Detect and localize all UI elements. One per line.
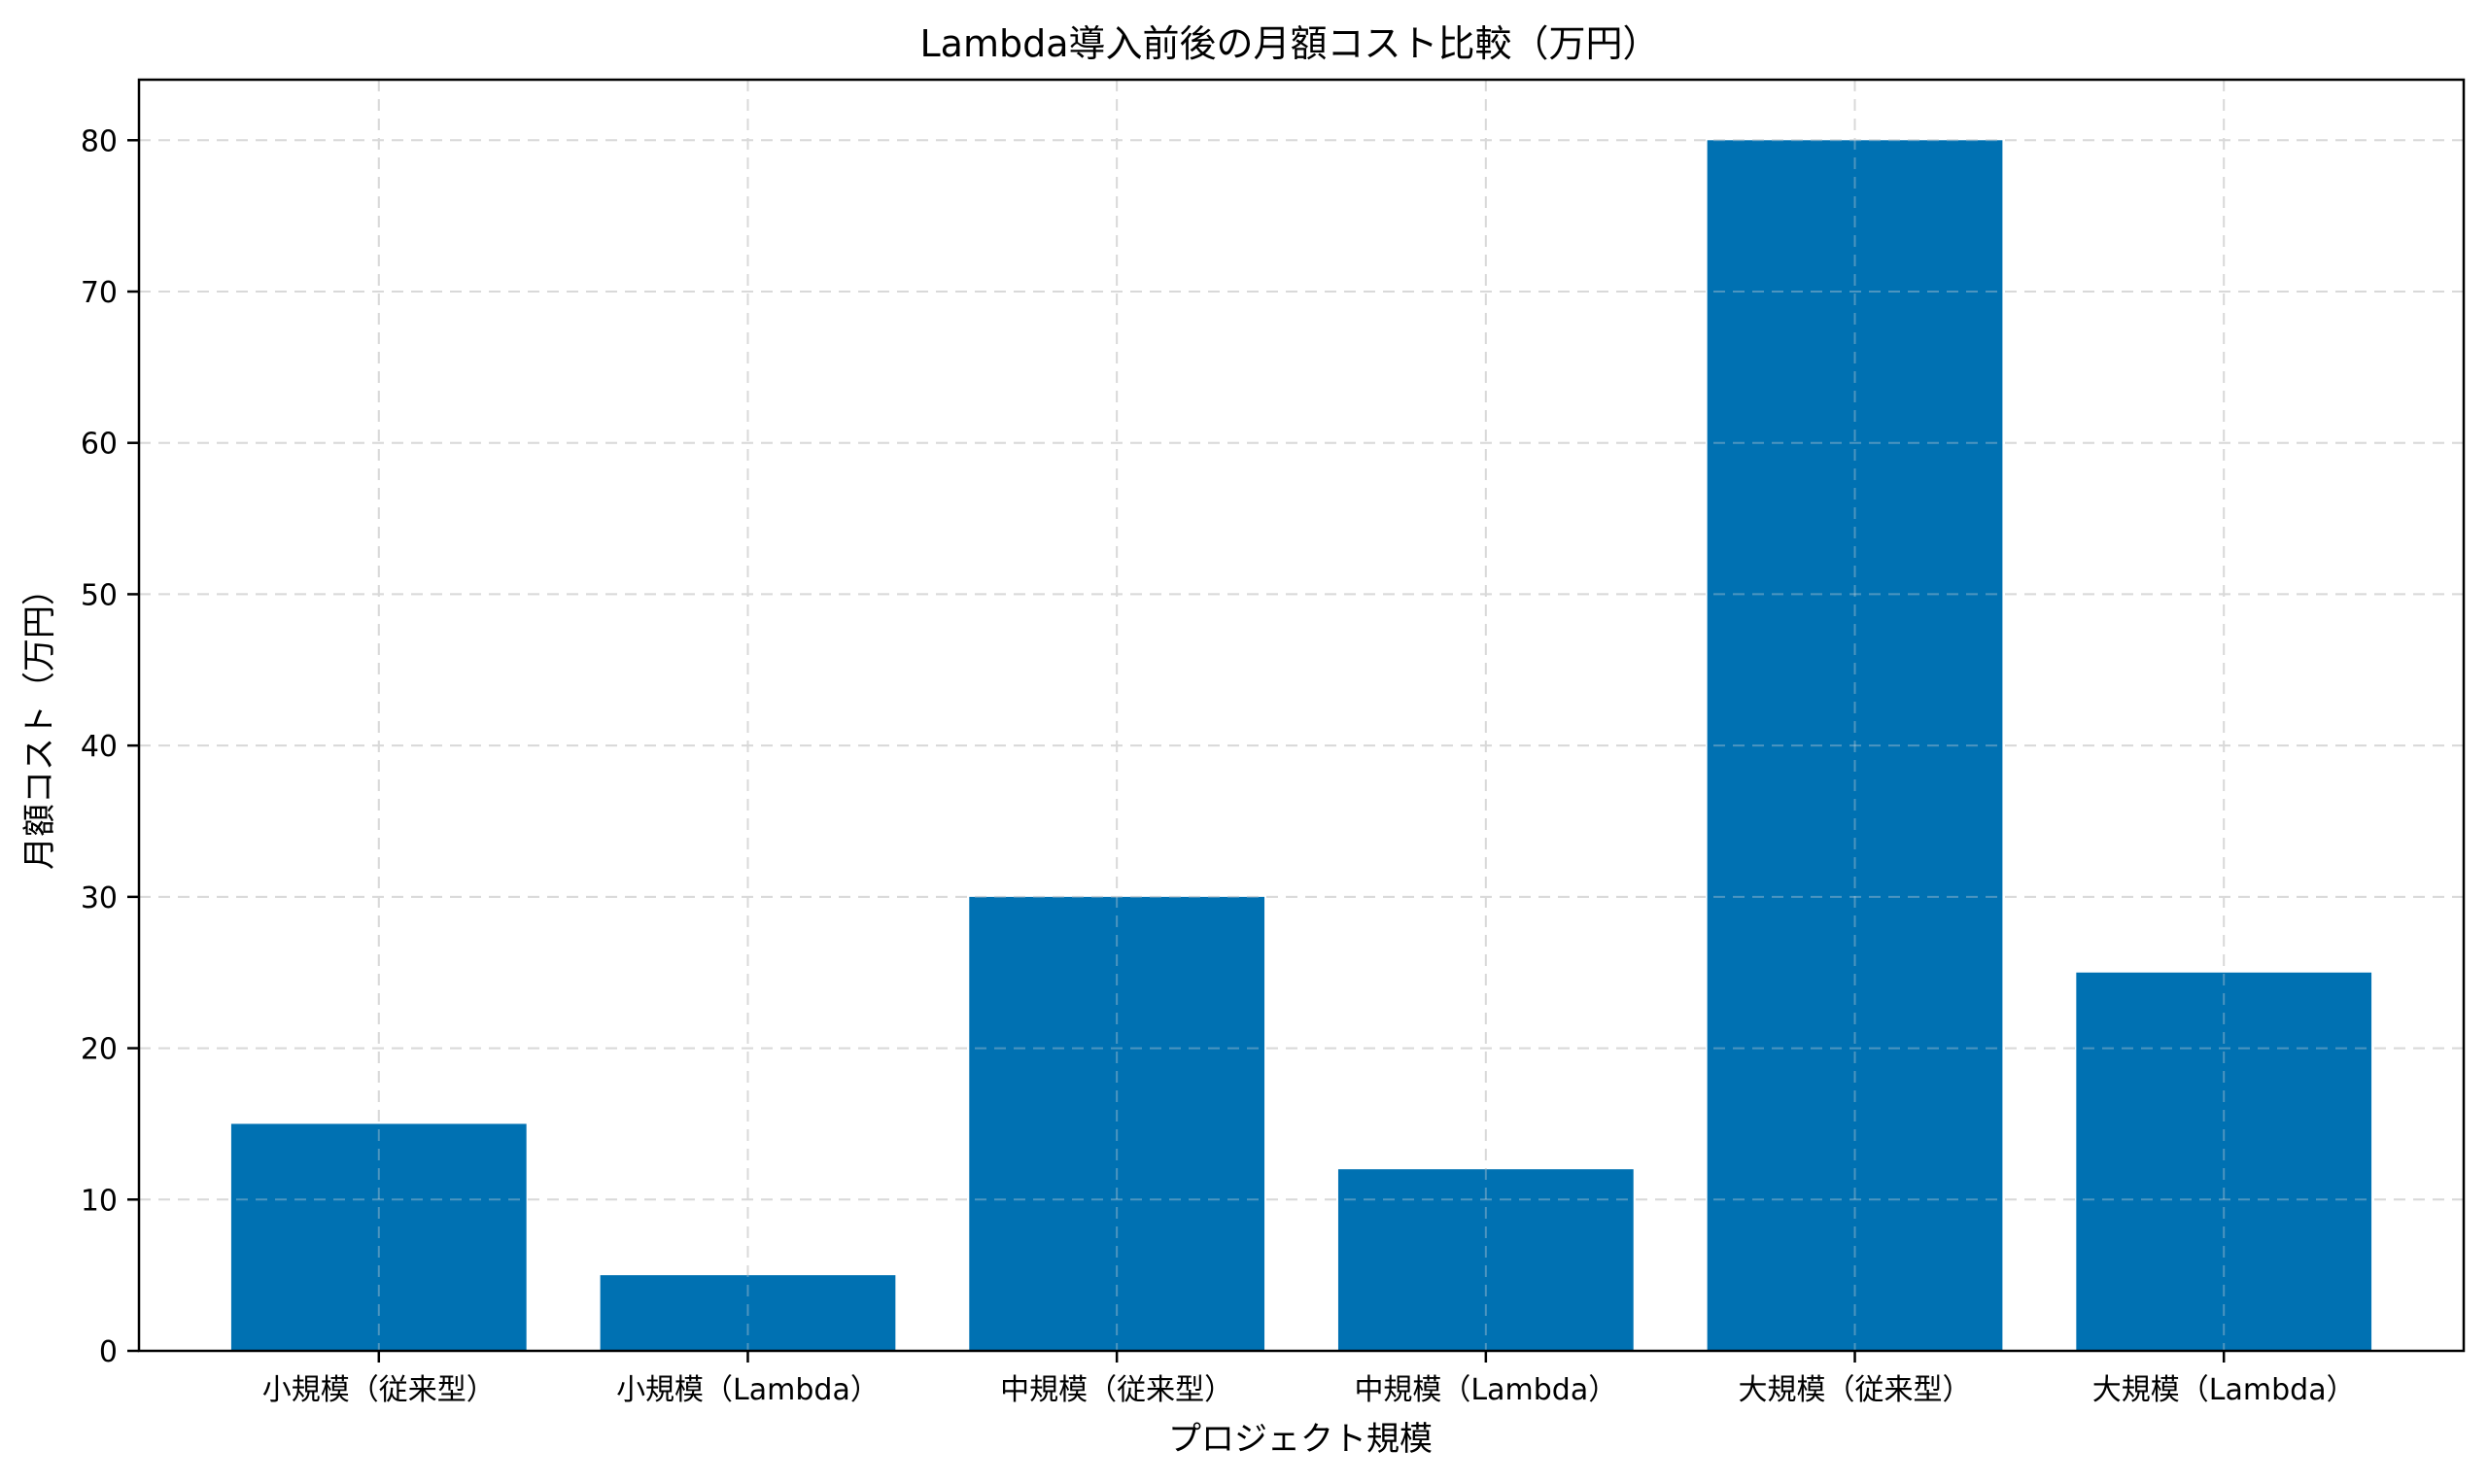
x-tick-label: 小規模（従来型） (262, 1373, 496, 1407)
x-tick-label: 小規模（Lambda） (616, 1373, 880, 1407)
x-axis-label: プロジェクト規模 (1168, 1420, 1433, 1459)
bars-layer (139, 80, 2464, 1351)
y-tick-label: 70 (81, 276, 118, 310)
y-tick-label: 60 (81, 428, 118, 462)
bar (2076, 972, 2372, 1351)
y-tick-label: 40 (81, 730, 118, 764)
y-tick-label: 10 (81, 1184, 118, 1218)
y-axis-label: 月額コスト（万円） (20, 572, 59, 870)
y-tick-label: 50 (81, 578, 118, 612)
bar (969, 896, 1265, 1351)
y-tick-label: 80 (81, 124, 118, 158)
bar (600, 1275, 896, 1351)
bar (230, 1123, 527, 1351)
bar (1707, 140, 2003, 1351)
bar (1337, 1169, 1634, 1351)
chart-title: Lambda導入前後の月額コスト比較（万円） (919, 22, 1659, 65)
x-tick-label: 中規模（従来型） (1000, 1373, 1233, 1407)
plot-frame (137, 78, 2466, 1353)
axes-layer: 0 10 20 30 40 50 60 70 80 小規模（従来型） 小規模（Lambda） 中規模（… (81, 78, 2466, 1407)
x-tick-label: 中規模（Lambda） (1354, 1373, 1617, 1407)
x-tick-label: 大規模（Lambda） (2092, 1373, 2356, 1407)
y-tick-label: 0 (99, 1335, 118, 1369)
x-tick-label: 大規模（従来型） (1739, 1373, 1972, 1407)
y-tick-label: 30 (81, 881, 118, 915)
y-tick-label: 20 (81, 1033, 118, 1067)
